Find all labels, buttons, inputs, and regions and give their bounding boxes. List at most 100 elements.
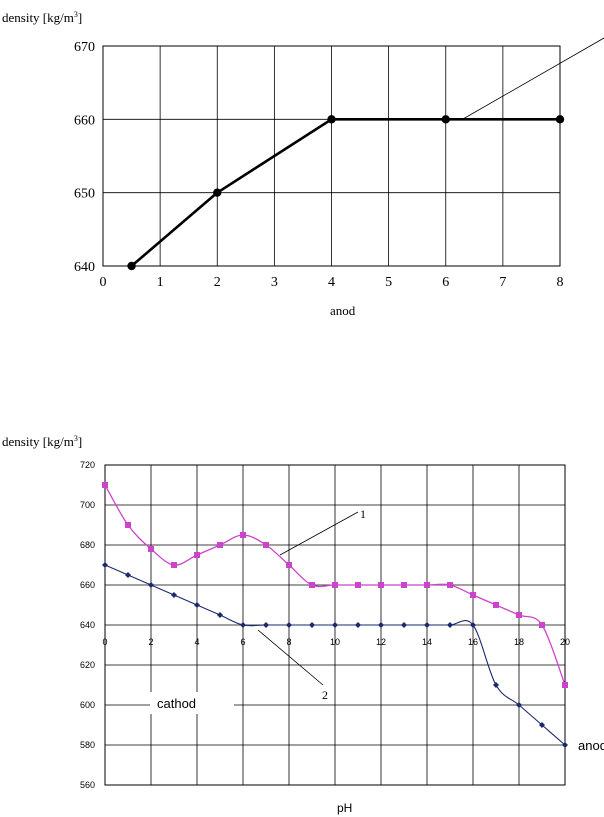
chart2-x-tick-label: 16 bbox=[468, 637, 478, 647]
chart1-y-tick-label: 670 bbox=[74, 40, 95, 55]
chart2-series-1-point bbox=[355, 582, 361, 588]
chart2-series-2-point bbox=[401, 622, 407, 628]
chart2-y-tick-label: 560 bbox=[80, 780, 95, 790]
chart2-x-tick-label: 18 bbox=[514, 637, 524, 647]
chart2-y-tick-label: 580 bbox=[80, 740, 95, 750]
chart2-y-tick-label: 720 bbox=[80, 460, 95, 470]
cathod-label: cathod bbox=[157, 696, 196, 711]
chart2-series-1-point bbox=[194, 552, 200, 558]
chart2-x-ticks: 0 2 4 6 8 10 12 14 16 18 20 bbox=[102, 637, 570, 647]
chart2-x-tick-label: 20 bbox=[560, 637, 570, 647]
chart1-x-tick-label: 4 bbox=[328, 275, 335, 290]
chart2-series-1-point bbox=[516, 612, 522, 618]
chart1-y-tick-label: 640 bbox=[74, 260, 95, 275]
chart1-x-tick-label: 8 bbox=[557, 275, 564, 290]
chart1-x-tick-label: 2 bbox=[214, 275, 221, 290]
chart1-data-point bbox=[441, 115, 450, 124]
chart2-series-2-point bbox=[263, 622, 269, 628]
chart-bottom: density [kg/m3] 560580600620640660680700… bbox=[2, 434, 604, 815]
chart2-series-1-point bbox=[102, 482, 108, 488]
chart1-y-tick-label: 650 bbox=[74, 187, 95, 202]
cathod-label-background bbox=[150, 692, 234, 714]
chart2-series-1-point bbox=[562, 682, 568, 688]
chart2-series-2-point bbox=[125, 572, 131, 578]
chart1-x-tick-label: 6 bbox=[442, 275, 449, 290]
chart2-x-tick-label: 10 bbox=[330, 637, 340, 647]
chart1-x-tick-label: 0 bbox=[100, 275, 107, 290]
chart2-series-1-point bbox=[470, 592, 476, 598]
series2-callout-label: 2 bbox=[322, 688, 328, 702]
chart1-data-point bbox=[327, 115, 336, 124]
chart2-series-2-point bbox=[355, 622, 361, 628]
chart2-xlabel: pH bbox=[337, 801, 352, 815]
chart2-y-tick-label: 600 bbox=[80, 700, 95, 710]
chart2-series-1-point bbox=[447, 582, 453, 588]
chart2-series-1-point bbox=[263, 542, 269, 548]
chart2-series-1-point bbox=[217, 542, 223, 548]
chart2-x-tick-label: 0 bbox=[102, 637, 107, 647]
chart2-series-2-point bbox=[424, 622, 430, 628]
chart1-callout-line bbox=[462, 37, 604, 120]
chart2-y-tick-label: 620 bbox=[80, 660, 95, 670]
chart2-series-2-point bbox=[493, 682, 499, 688]
chart2-series-1-point bbox=[148, 546, 154, 552]
chart2-y-tick-label: 660 bbox=[80, 580, 95, 590]
chart1-y-tick-label: 660 bbox=[74, 113, 95, 128]
chart2-x-tick-label: 2 bbox=[148, 637, 153, 647]
chart2-series-1-point bbox=[424, 582, 430, 588]
chart1-data-point bbox=[555, 115, 565, 124]
chart2-series-2-point bbox=[378, 622, 384, 628]
chart2-y-tick-label: 680 bbox=[80, 540, 95, 550]
chart2-series-2-point bbox=[447, 622, 453, 628]
chart2-series-2-point bbox=[194, 602, 200, 608]
chart1-series bbox=[127, 115, 565, 271]
chart2-series-2-point bbox=[171, 592, 177, 598]
chart1-data-point bbox=[213, 188, 222, 197]
chart2-series-2-point bbox=[148, 582, 154, 588]
chart2-series bbox=[102, 482, 568, 748]
chart2-series-1-point bbox=[171, 562, 177, 568]
chart2-y-tick-label: 700 bbox=[80, 500, 95, 510]
anod-label: anod bbox=[578, 738, 604, 753]
chart1-x-tick-label: 7 bbox=[499, 275, 506, 290]
chart2-y-ticks: 560 580 600 620 640 660 680 700 720 bbox=[80, 460, 95, 790]
chart-top: density [kg/m3] 640 650 660 670 0 1 2 3 4 5 6 7 8 a… bbox=[2, 10, 604, 318]
chart2-series-1-point bbox=[309, 582, 315, 588]
chart2-ylabel: density [kg/m3] bbox=[2, 434, 82, 449]
chart2-y-tick-label: 640 bbox=[80, 620, 95, 630]
chart2-x-tick-label: 4 bbox=[194, 637, 199, 647]
chart1-x-tick-label: 5 bbox=[385, 275, 392, 290]
chart2-series-2-point bbox=[539, 722, 545, 728]
chart2-x-tick-label: 8 bbox=[286, 637, 291, 647]
chart2-series-1-point bbox=[332, 582, 338, 588]
chart1-data-point bbox=[127, 261, 136, 271]
chart2-series-2-point bbox=[516, 702, 522, 708]
chart1-x-ticks: 0 1 2 3 4 5 6 7 8 bbox=[100, 275, 564, 290]
chart1-xlabel: anod bbox=[330, 303, 356, 318]
chart2-series-1-point bbox=[286, 562, 292, 568]
chart2-series-1-point bbox=[240, 532, 246, 538]
series1-callout-label: 1 bbox=[360, 507, 366, 521]
chart2-x-tick-label: 12 bbox=[376, 637, 386, 647]
chart2-series-2-point bbox=[470, 622, 476, 628]
chart2-series-1-point bbox=[378, 582, 384, 588]
series1-callout-line bbox=[279, 511, 359, 556]
chart2-series-2-point bbox=[102, 562, 108, 568]
chart1-x-tick-label: 1 bbox=[157, 275, 164, 290]
chart2-x-tick-label: 6 bbox=[240, 637, 245, 647]
chart1-ylabel: density [kg/m3] bbox=[2, 10, 82, 25]
anod-label-background bbox=[570, 736, 604, 756]
chart2-series-2-point bbox=[309, 622, 315, 628]
series2-callout-line bbox=[257, 629, 324, 686]
chart1-x-tick-label: 3 bbox=[271, 275, 278, 290]
chart2-series-1-point bbox=[539, 622, 545, 628]
chart2-series-1-point bbox=[493, 602, 499, 608]
chart2-series-2-point bbox=[562, 742, 568, 748]
chart2-x-tick-label: 14 bbox=[422, 637, 432, 647]
chart2-series-2-point bbox=[286, 622, 292, 628]
chart2-series-2-point bbox=[240, 622, 246, 628]
chart1-y-ticks: 640 650 660 670 bbox=[74, 40, 95, 275]
chart2-series-2-point bbox=[332, 622, 338, 628]
chart2-series-2-point bbox=[217, 612, 223, 618]
